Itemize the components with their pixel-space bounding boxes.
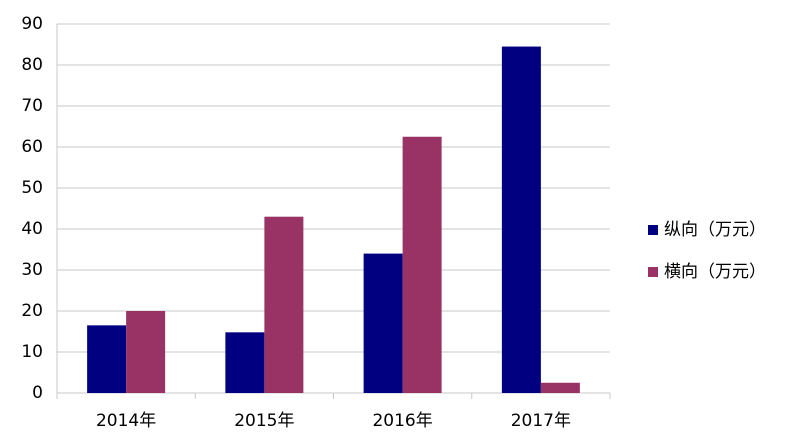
y-tick-label: 80 xyxy=(21,55,43,75)
y-tick-label: 30 xyxy=(21,260,43,280)
legend-label: 横向（万元） xyxy=(664,262,766,282)
legend-swatch xyxy=(648,267,658,277)
y-tick-label: 90 xyxy=(21,14,43,34)
y-tick-label: 70 xyxy=(21,96,43,116)
x-tick-label: 2016年 xyxy=(372,411,432,431)
bar xyxy=(540,382,580,393)
y-tick-label: 40 xyxy=(21,219,43,239)
bar xyxy=(87,325,127,393)
bar xyxy=(264,216,304,393)
legend-swatch xyxy=(648,225,658,235)
y-tick-label: 60 xyxy=(21,137,43,157)
bar xyxy=(501,46,541,394)
y-tick-label: 10 xyxy=(21,342,43,362)
x-tick-label: 2014年 xyxy=(96,411,156,431)
bar xyxy=(363,253,403,393)
bar xyxy=(402,136,442,393)
y-tick-label: 0 xyxy=(32,383,43,403)
y-tick-label: 50 xyxy=(21,178,43,198)
x-tick-label: 2017年 xyxy=(511,411,571,431)
x-tick-label: 2015年 xyxy=(234,411,294,431)
y-tick-label: 20 xyxy=(21,301,43,321)
bar xyxy=(225,332,265,393)
legend-label: 纵向（万元） xyxy=(664,220,766,240)
bar xyxy=(126,311,166,393)
